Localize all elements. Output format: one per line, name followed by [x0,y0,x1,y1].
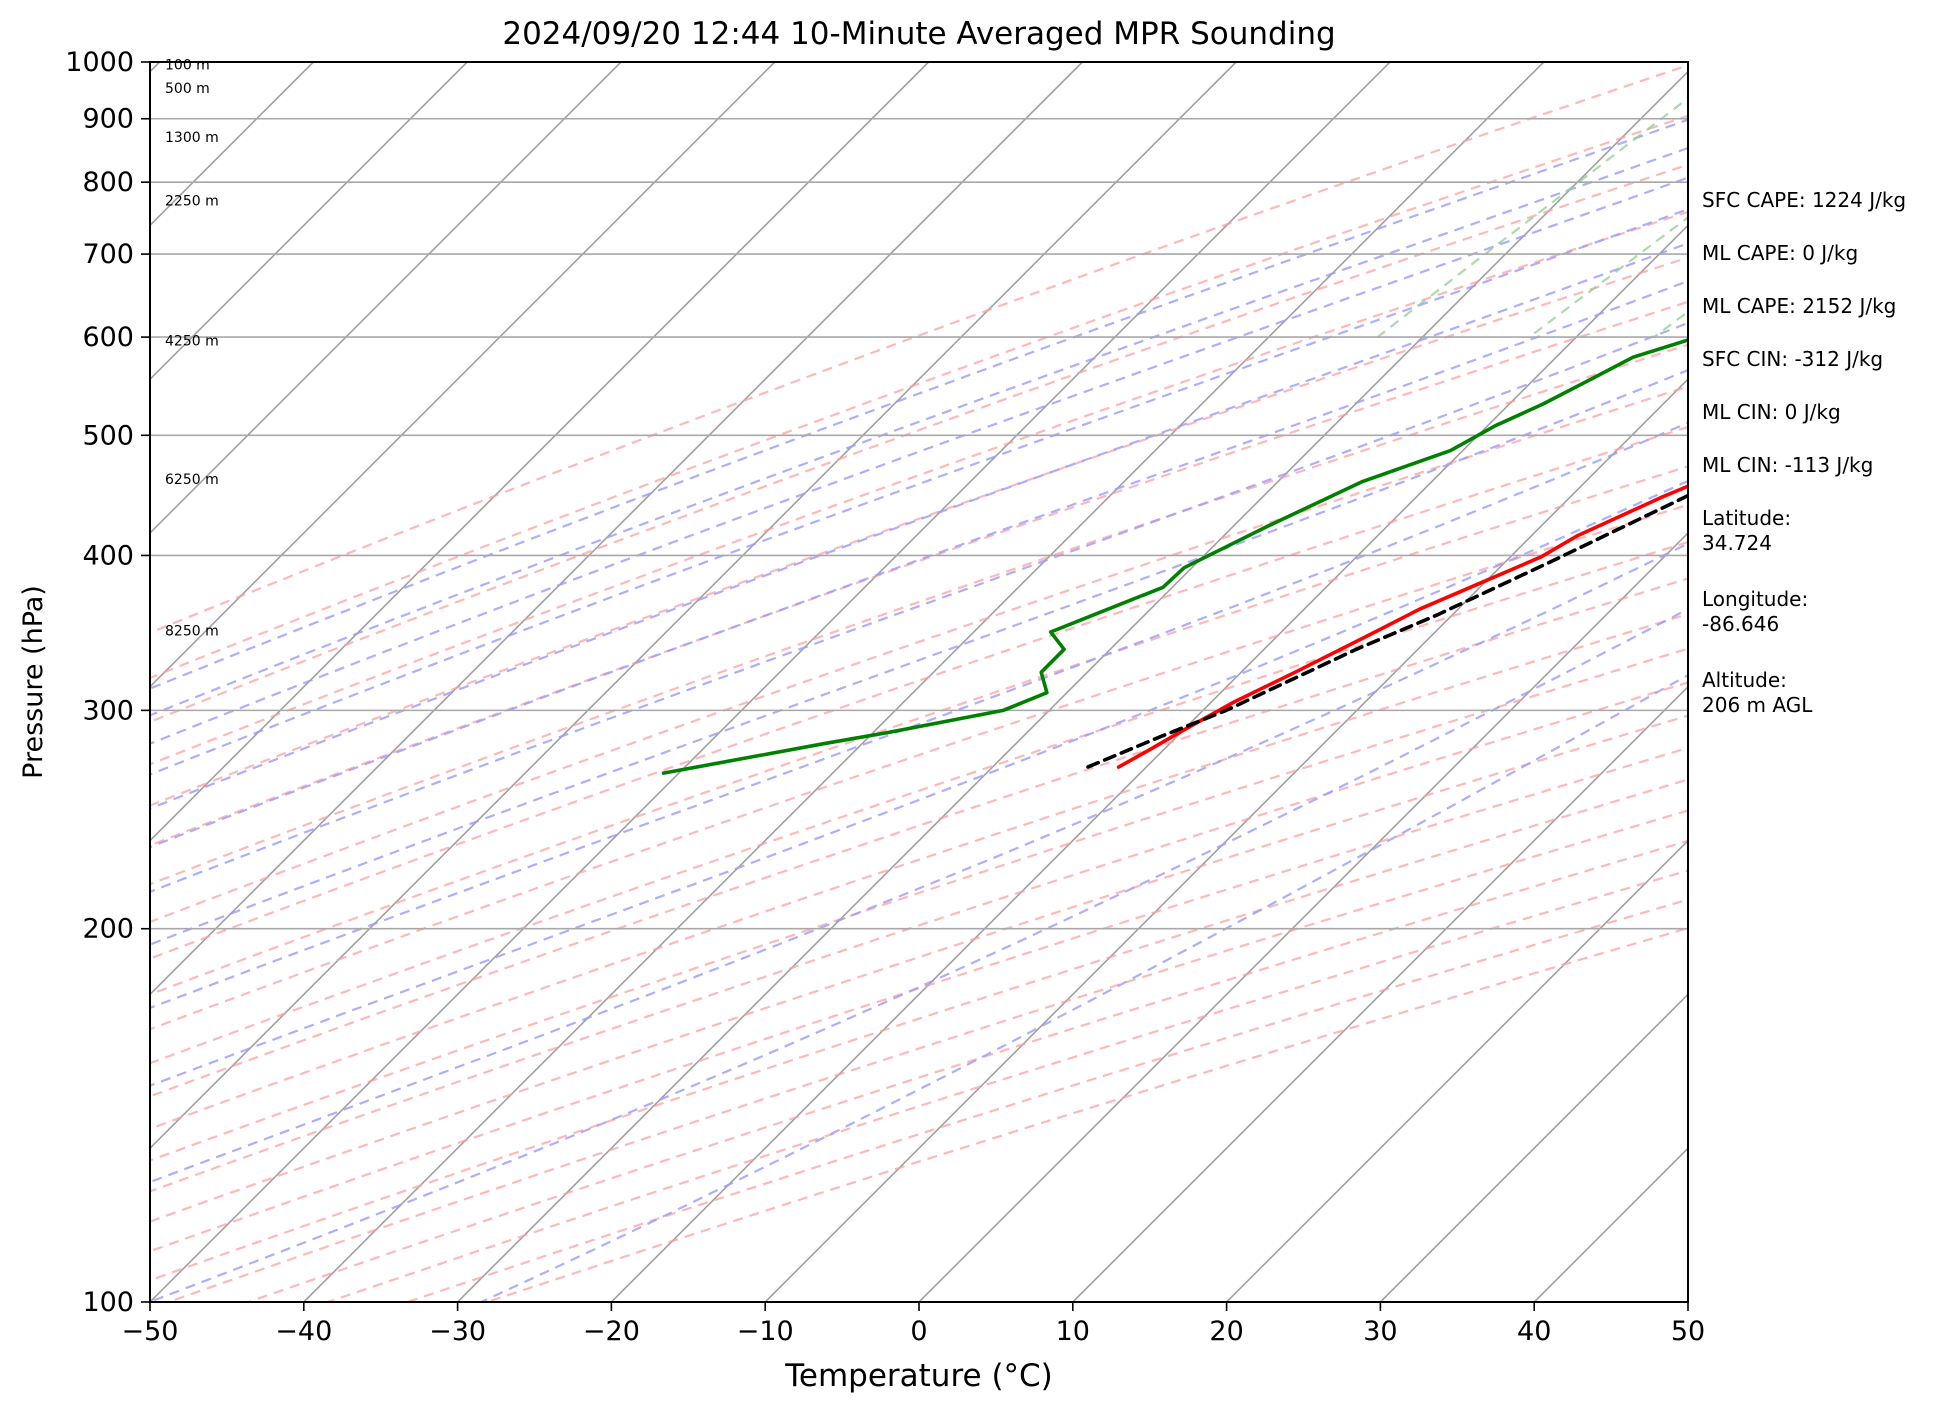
isotherm-line [764,378,1688,1302]
isotherm-line [150,62,776,688]
height-label: 6250 m [165,472,219,488]
latitude-value: Latitude: 34.724 [1702,506,1792,555]
moist-adiabat-line [150,421,1688,1010]
x-tick-label: 10 [1056,1316,1090,1347]
isotherm-line [1226,839,1688,1302]
sounding-info-panel: SFC CAPE: 1224 J/kg ML CAPE: 0 J/kg ML C… [1702,188,1932,749]
dry-adiabat-line [150,64,1688,634]
y-tick-label: 300 [82,695,134,726]
y-tick-label: 600 [82,322,134,353]
moist-adiabat-line [150,368,1688,946]
isotherm-line [610,224,1688,1302]
dry-adiabat-line [150,300,1688,847]
moist-adiabat-line [150,479,1688,1087]
moist-adiabat-line [150,242,1688,810]
temperature-profile-line [1116,484,1688,769]
dry-adiabat-line [150,385,1688,924]
isotherm-line [150,62,1391,1302]
height-labels: 8250 m 6250 m 4250 m 2250 m 1300 m 500 m 100 m [165,58,219,640]
moist-adiabat-line [480,673,1688,1302]
ml-cape-value: ML CAPE: 0 J/kg [1702,241,1859,265]
x-tick-label: −30 [429,1316,486,1347]
isotherm-line [150,62,1237,1150]
dry-adiabat-line [247,839,1688,1302]
moist-adiabat-line [150,279,1688,849]
moist-adiabat-line [150,176,1688,745]
height-label: 100 m [165,58,210,74]
dewpoint-profile-line [661,338,1688,775]
series-layer [661,338,1688,775]
isotherm-line [150,62,468,381]
dry-adiabat-line [150,612,1688,1130]
mixing-ratio-line [1376,97,1688,338]
moist-adiabat-line [150,146,1688,717]
moist-adiabat-line [150,542,1688,1184]
x-tick-label: 20 [1209,1316,1243,1347]
mu-cape-value: ML CAPE: 2152 J/kg [1702,294,1897,318]
pressure-grid [150,61,1688,1303]
isotherm-line [150,62,622,535]
moist-adiabat-line [150,321,1688,893]
altitude-value: Altitude: 206 m AGL [1702,668,1813,717]
moist-adiabat-line [150,118,1688,690]
isotherm-line [1379,993,1688,1302]
parcel-profile-line [1081,493,1688,771]
sfc-cape-value: SFC CAPE: 1224 J/kg [1702,188,1907,212]
chart-title: 2024/09/20 12:44 10-Minute Averaged MPR … [502,16,1335,52]
height-label: 500 m [165,81,210,97]
x-tick-label: 50 [1671,1316,1705,1347]
plot-frame [149,61,1689,1303]
x-tick-label: 0 [910,1316,927,1347]
y-tick-label: 1000 [65,47,134,78]
height-label: 2250 m [165,194,219,210]
moist-adiabat-line [150,607,1688,1302]
y-tick-label: 400 [82,540,134,571]
dry-adiabat-line [150,465,1688,996]
dry-adiabat-line [150,256,1688,807]
y-tick-label: 800 [82,167,134,198]
sfc-cin-value: SFC CIN: -312 J/kg [1702,347,1884,371]
dry-adiabat-line [150,714,1688,1223]
y-tick-label: 500 [82,420,134,451]
background-lines [0,62,1688,1302]
height-label: 4250 m [165,334,219,350]
dry-adiabat-line [150,778,1688,1282]
isotherm-line [918,531,1688,1302]
dry-adiabat-line [327,869,1688,1302]
y-axis-label: Pressure (hPa) [18,585,49,779]
isotherm-line [303,62,1545,1302]
height-label: 1300 m [165,130,219,146]
y-tick-label: 100 [82,1287,134,1318]
height-label: 8250 m [165,623,219,639]
isotherm-line [0,62,6,1302]
dry-adiabat-line [150,647,1688,1162]
x-tick-label: 40 [1517,1316,1551,1347]
x-axis-ticks: −50 −40 −30 −20 −10 0 10 20 30 40 50 [122,1302,1705,1347]
y-axis-ticks: 100 200 300 400 500 600 700 800 900 1000 [65,47,150,1318]
x-tick-label: −40 [275,1316,332,1347]
isotherm-line [150,62,1083,996]
isotherm-line [457,70,1688,1302]
x-tick-label: −10 [737,1316,794,1347]
x-tick-label: −20 [583,1316,640,1347]
moist-adiabat-line [150,207,1688,776]
dry-adiabat-line [150,114,1688,680]
isotherm-line [1072,685,1688,1302]
mu-cin-value: ML CIN: -113 J/kg [1702,453,1874,477]
isotherm-line [150,62,930,842]
ml-cin-value: ML CIN: 0 J/kg [1702,400,1841,424]
x-tick-label: 30 [1363,1316,1397,1347]
x-axis-label: Temperature (°C) [784,1358,1053,1394]
y-tick-label: 900 [82,104,134,135]
dry-adiabat-line [150,681,1688,1193]
y-tick-label: 700 [82,239,134,270]
y-tick-label: 200 [82,914,134,945]
x-tick-label: −50 [122,1316,179,1347]
dry-adiabat-line [168,809,1688,1302]
dry-adiabat-line [150,163,1688,724]
longitude-value: Longitude: -86.646 [1702,587,1809,636]
dry-adiabat-line [150,425,1688,960]
mixing-ratio-line [1528,216,1688,338]
